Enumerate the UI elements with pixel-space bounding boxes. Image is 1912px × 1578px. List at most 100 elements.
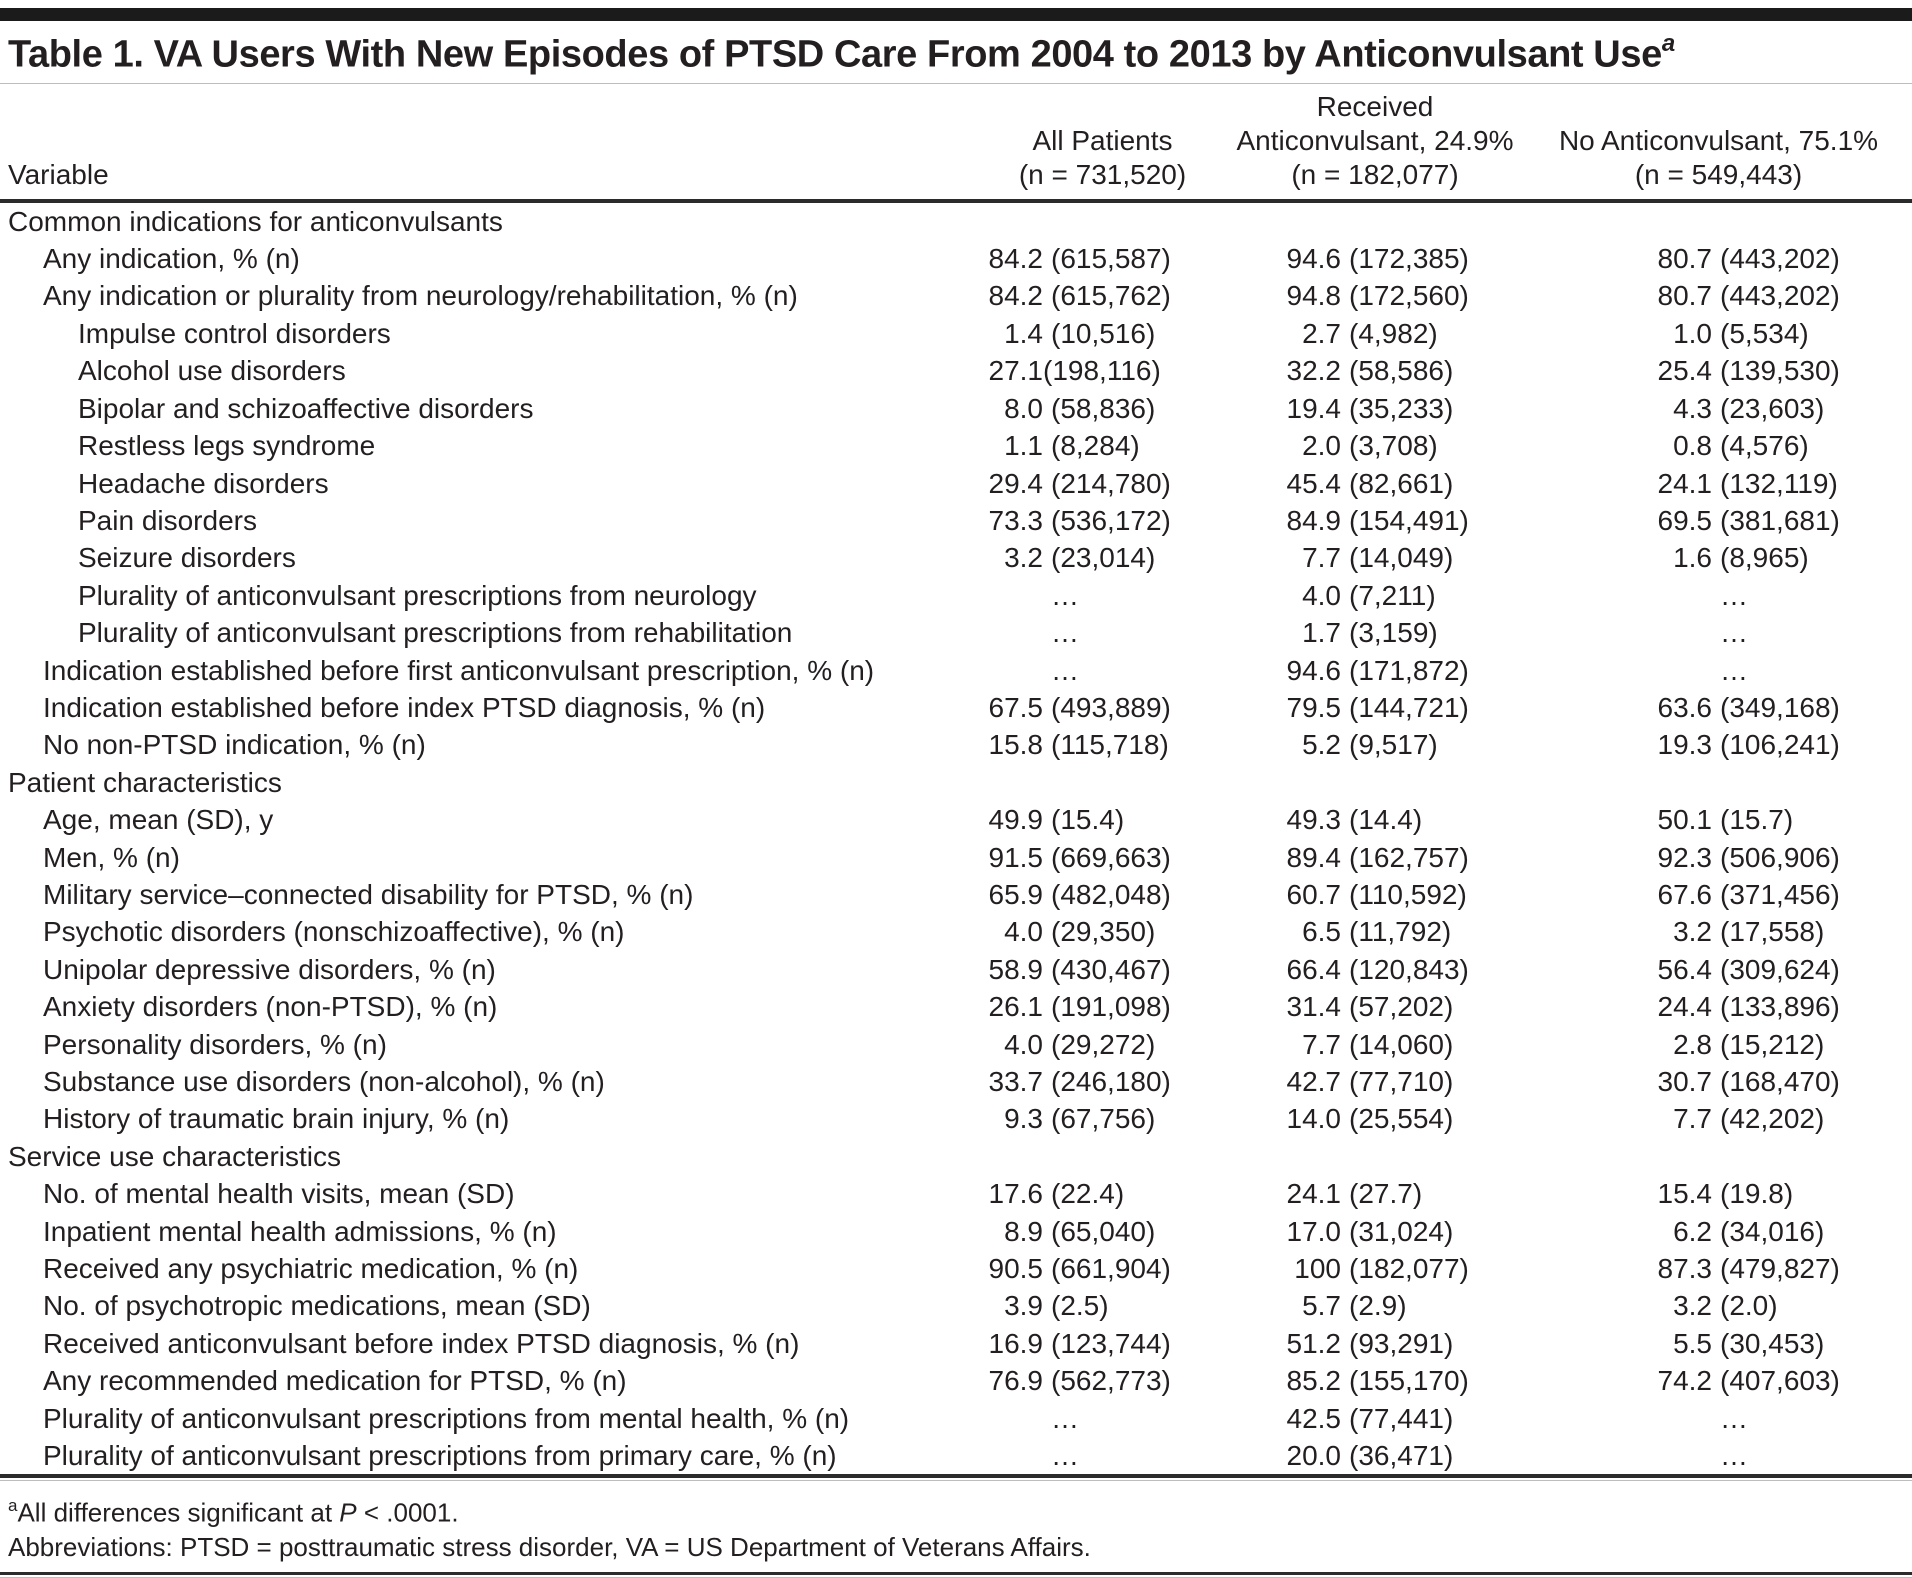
value-cell: 79.5 (144,721) bbox=[1286, 691, 1469, 723]
value-cell: 7.7 (14,060) bbox=[1302, 1028, 1454, 1060]
footnote-abbreviations: Abbreviations: PTSD = posttraumatic stre… bbox=[8, 1532, 1091, 1563]
value-cell: 94.8 (172,560) bbox=[1286, 280, 1469, 312]
value-cell: 87.3 (479,827) bbox=[1657, 1253, 1840, 1285]
column-header-line: All Patients bbox=[1032, 124, 1173, 156]
footnote-significance: aAll differences significant at P < .000… bbox=[8, 1490, 1904, 1530]
value-cell: 80.7 (443,202) bbox=[1657, 243, 1840, 275]
variable-cell: Headache disorders bbox=[78, 467, 329, 499]
value-cell: 7.7 (14,049) bbox=[1302, 542, 1454, 574]
table-row: Psychotic disorders (nonschizoaffective)… bbox=[0, 913, 1912, 950]
value-cell: … bbox=[1720, 1402, 1752, 1434]
value-cell: 6.5 (11,792) bbox=[1302, 916, 1452, 948]
value-cell: 89.4 (162,757) bbox=[1286, 841, 1469, 873]
value-cell: 50.1 (15.7) bbox=[1657, 804, 1794, 836]
value-cell: … bbox=[1720, 1440, 1752, 1472]
column-header-line: Received bbox=[1316, 90, 1434, 122]
value-cell: 24.1 (132,119) bbox=[1657, 467, 1838, 499]
bottom-rule bbox=[0, 1572, 1912, 1576]
value-cell: 8.0 (58,836) bbox=[1004, 392, 1156, 424]
table-row: Unipolar depressive disorders, % (n) 58.9… bbox=[0, 951, 1912, 988]
variable-cell: No non-PTSD indication, % (n) bbox=[43, 729, 426, 761]
column-header-n: (n = 731,520) bbox=[1018, 158, 1187, 190]
table-row: Inpatient mental health admissions, % (n… bbox=[0, 1213, 1912, 1250]
value-cell: 15.4 (19.8) bbox=[1657, 1178, 1794, 1210]
table-title-text: Table 1. VA Users With New Episodes of P… bbox=[8, 33, 1662, 76]
table-row: Any indication or plurality from neurolo… bbox=[0, 277, 1912, 314]
value-cell: 20.0 (36,471) bbox=[1286, 1440, 1454, 1472]
value-cell: 65.9 (482,048) bbox=[988, 878, 1171, 910]
value-cell: 7.7 (42,202) bbox=[1673, 1103, 1825, 1135]
table-row: Military service–connected disability fo… bbox=[0, 876, 1912, 913]
variable-cell: History of traumatic brain injury, % (n) bbox=[43, 1103, 510, 1135]
table-row: Pain disorders 73.3 (536,172) 84.9 (154,491)… bbox=[0, 502, 1912, 539]
value-cell: 49.9 (15.4) bbox=[988, 804, 1125, 836]
value-cell: 17.0 (31,024) bbox=[1286, 1215, 1454, 1247]
value-cell: 27.1(198,116) bbox=[988, 355, 1161, 387]
value-cell: 76.9 (562,773) bbox=[988, 1365, 1171, 1397]
table-end-rule bbox=[0, 1474, 1912, 1479]
table-body: Common indications for anticonvulsants An… bbox=[0, 201, 1912, 1475]
value-cell: 58.9 (430,467) bbox=[988, 953, 1171, 985]
table-row: Seizure disorders 3.2 (23,014) 7.7 (14,049) 1… bbox=[0, 539, 1912, 576]
section-header: Patient characteristics bbox=[8, 766, 282, 798]
variable-cell: Bipolar and schizoaffective disorders bbox=[78, 392, 534, 424]
variable-cell: Pain disorders bbox=[78, 504, 257, 536]
value-cell: 94.6 (172,385) bbox=[1286, 243, 1469, 275]
value-cell: 31.4 (57,202) bbox=[1286, 991, 1454, 1023]
value-cell: 1.4 (10,516) bbox=[1004, 317, 1156, 349]
value-cell: 5.5 (30,453) bbox=[1673, 1327, 1825, 1359]
value-cell: 45.4 (82,661) bbox=[1286, 467, 1454, 499]
value-cell: 29.4 (214,780) bbox=[988, 467, 1171, 499]
variable-cell: No. of mental health visits, mean (SD) bbox=[43, 1178, 515, 1210]
column-header-line: No Anticonvulsant, 75.1% bbox=[1558, 124, 1879, 156]
variable-cell: Indication established before index PTSD… bbox=[43, 691, 766, 723]
value-cell: 67.5 (493,889) bbox=[988, 691, 1171, 723]
table-row: No. of mental health visits, mean (SD) 17… bbox=[0, 1175, 1912, 1212]
value-cell: 3.9 (2.5) bbox=[1004, 1290, 1109, 1322]
variable-header-label: Variable bbox=[8, 158, 109, 190]
value-cell: 24.1 (27.7) bbox=[1286, 1178, 1423, 1210]
variable-cell: Personality disorders, % (n) bbox=[43, 1028, 387, 1060]
value-cell: 17.6 (22.4) bbox=[988, 1178, 1125, 1210]
table-row: Restless legs syndrome 1.1 (8,284) 2.0 (3,70… bbox=[0, 427, 1912, 464]
value-cell: 1.6 (8,965) bbox=[1673, 542, 1809, 574]
variable-cell: Any indication or plurality from neurolo… bbox=[43, 280, 798, 312]
value-cell: … bbox=[1051, 654, 1083, 686]
value-cell: 66.4 (120,843) bbox=[1286, 953, 1469, 985]
value-cell: 73.3 (536,172) bbox=[988, 504, 1171, 536]
table-row: Plurality of anticonvulsant prescription… bbox=[0, 1400, 1912, 1437]
value-cell: 8.9 (65,040) bbox=[1004, 1215, 1156, 1247]
section-header: Service use characteristics bbox=[8, 1140, 342, 1172]
value-cell: 85.2 (155,170) bbox=[1286, 1365, 1469, 1397]
value-cell: 14.0 (25,554) bbox=[1286, 1103, 1454, 1135]
variable-cell: Any indication, % (n) bbox=[43, 243, 300, 275]
value-cell: 56.4 (309,624) bbox=[1657, 953, 1840, 985]
value-cell: 26.1 (191,098) bbox=[988, 991, 1171, 1023]
value-cell: 67.6 (371,456) bbox=[1657, 878, 1840, 910]
value-cell: 69.5 (381,681) bbox=[1657, 504, 1840, 536]
table-row: Headache disorders 29.4 (214,780) 45.4 (82,6… bbox=[0, 465, 1912, 502]
value-cell: 84.2 (615,762) bbox=[988, 280, 1171, 312]
section-header: Common indications for anticonvulsants bbox=[8, 205, 503, 237]
column-header-n: (n = 182,077) bbox=[1291, 158, 1459, 190]
table-header: Variable All Patients (n = 731,520) Rece… bbox=[0, 84, 1912, 201]
variable-cell: Plurality of anticonvulsant prescription… bbox=[43, 1402, 850, 1434]
variable-cell: Impulse control disorders bbox=[78, 317, 391, 349]
table-row: Plurality of anticonvulsant prescription… bbox=[0, 1437, 1912, 1474]
top-divider-bar bbox=[0, 8, 1912, 21]
table-row: Anxiety disorders (non-PTSD), % (n) 26.1(… bbox=[0, 988, 1912, 1025]
variable-cell: Substance use disorders (non-alcohol), %… bbox=[43, 1066, 605, 1097]
value-cell: 100 (182,077) bbox=[1294, 1253, 1469, 1285]
column-header-all-patients: All Patients (n = 731,520) bbox=[980, 84, 1225, 201]
variable-cell: Indication established before first anti… bbox=[43, 654, 875, 686]
value-cell: 4.0 (29,350) bbox=[1004, 916, 1156, 948]
value-cell: 42.7 (77,710) bbox=[1286, 1066, 1454, 1097]
table-row: Plurality of anticonvulsant prescription… bbox=[0, 614, 1912, 651]
value-cell: 74.2 (407,603) bbox=[1657, 1365, 1840, 1397]
variable-cell: Men, % (n) bbox=[43, 841, 180, 873]
table-row: Age, mean (SD), y 49.9 (15.4) 49.3 (14.4) 50.… bbox=[0, 801, 1912, 838]
value-cell: 24.4 (133,896) bbox=[1657, 991, 1840, 1023]
value-cell: … bbox=[1720, 654, 1752, 686]
section-row: Service use characteristics bbox=[0, 1138, 1912, 1175]
value-cell: 92.3 (506,906) bbox=[1657, 841, 1840, 873]
